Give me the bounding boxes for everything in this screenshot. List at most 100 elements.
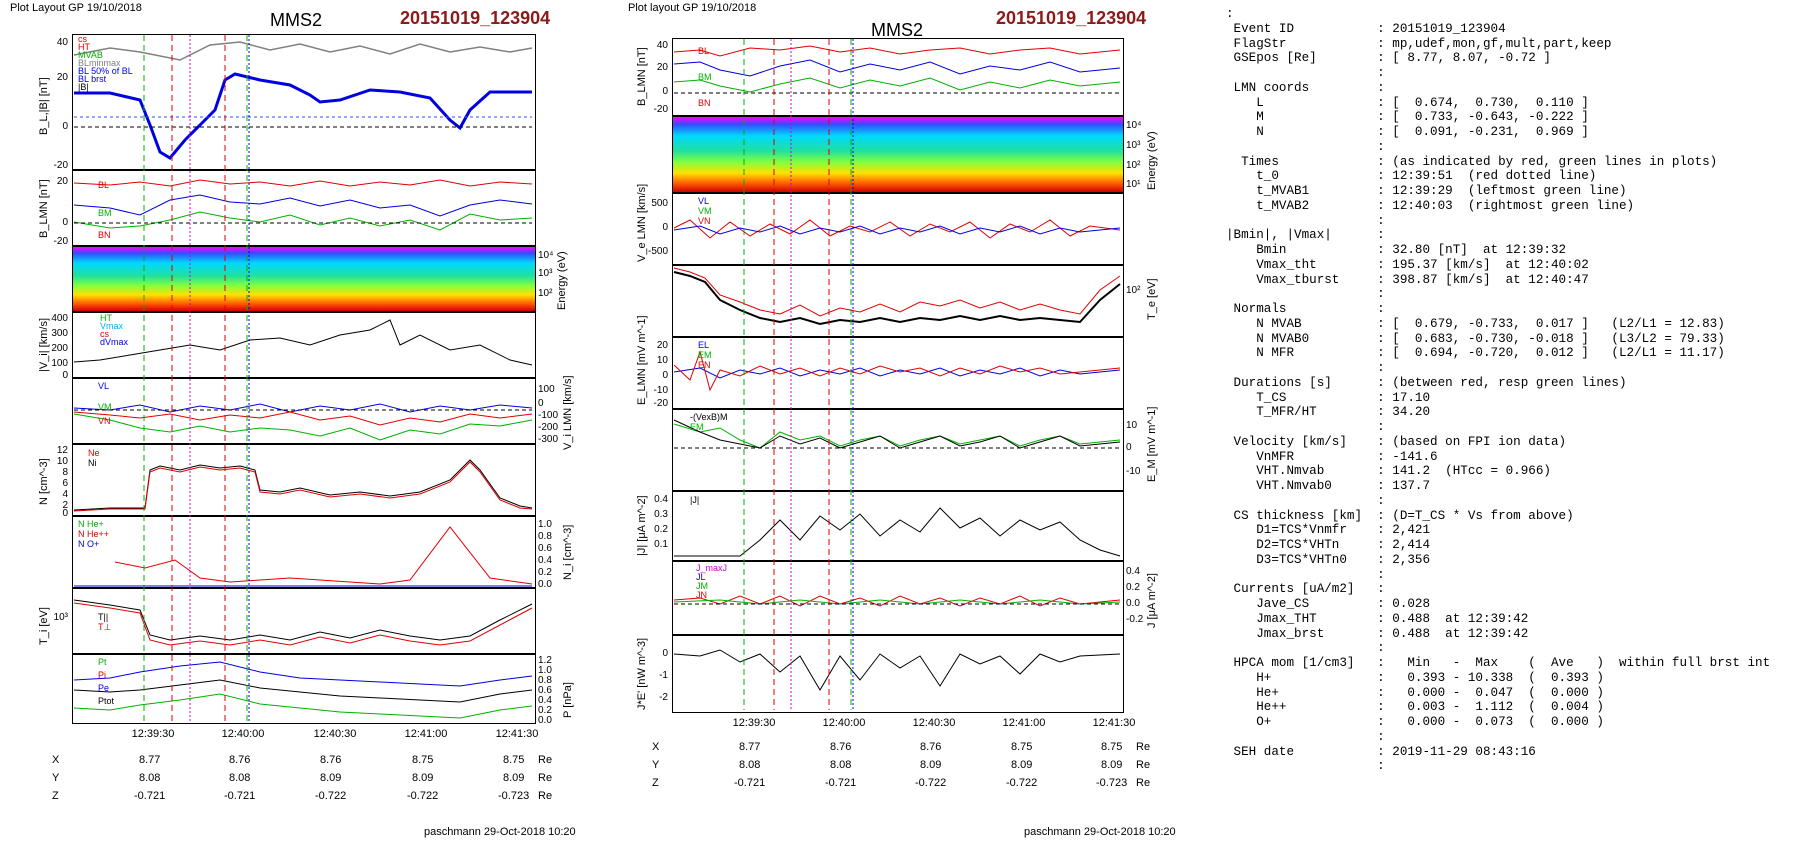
left-panel-ion-spectrogram	[72, 246, 536, 312]
mid-tick-b-0: 40	[656, 40, 668, 51]
mid-tick-je-2: -2	[659, 692, 668, 703]
left-legend-vlmn-2: VN	[98, 416, 111, 426]
mid-legend-b-0: BL	[698, 46, 710, 56]
left-time-2: 12:40:30	[313, 728, 357, 740]
mid-legend-ve-2: VN	[698, 216, 711, 226]
left-footer: paschmann 29-Oct-2018 10:20	[424, 826, 576, 838]
left-eph-z-3: -0.722	[407, 790, 439, 802]
info-line: :	[1226, 641, 1385, 656]
info-line: Jave_CS : 0.028	[1226, 597, 1431, 611]
mid-tick-em-2: -10	[1126, 466, 1141, 477]
left-legend-ni-2: N O+	[78, 539, 100, 549]
left-legend-p-3: Ptot	[98, 696, 115, 706]
mid-panel-em	[672, 409, 1124, 491]
left-tick-n-1: 10	[56, 456, 68, 467]
left-tick-vlmn-2: -100	[538, 410, 559, 421]
mid-tick-j-2: 0.2	[654, 524, 668, 535]
left-tick-blmn-2: -20	[53, 236, 68, 247]
info-line: Jmax_THT : 0.488 at 12:39:42	[1226, 611, 1529, 626]
left-tick-v-4: 0	[62, 370, 68, 381]
mid-eph-y-4: 8.09	[1101, 759, 1123, 771]
info-line: LMN coords :	[1226, 80, 1385, 95]
left-legend-p-0: Pt	[98, 657, 107, 667]
info-line: :	[1226, 567, 1385, 582]
left-legend-b-0: cs	[78, 34, 87, 44]
info-line: :	[1226, 361, 1385, 375]
left-tick-blmn-1: 0	[62, 217, 68, 228]
mid-eph-z-1: -0.721	[825, 777, 857, 789]
left-tick-e-0: 10⁴	[538, 250, 554, 261]
mid-eph-z-label: Z	[652, 777, 659, 789]
left-legend-blmn-0: BL	[98, 180, 110, 190]
left-legend-b-6: |B|	[78, 82, 89, 92]
info-line: :	[1226, 759, 1385, 774]
mid-eph-x-0: 8.77	[739, 741, 761, 753]
left-eph-y-4: 8.09	[503, 772, 525, 784]
info-line: VnMFR : -141.6	[1226, 449, 1438, 464]
left-tick-p-3: 0.6	[538, 685, 552, 696]
left-panel-ni	[72, 516, 536, 588]
left-tick-vlmn-3: -200	[538, 422, 559, 433]
mid-legend-jlmn-2: JM	[696, 581, 708, 591]
mid-tick-em-0: 10	[1126, 420, 1138, 431]
left-legend-b-1: HT	[78, 42, 90, 52]
left-eph-z-unit: Re	[538, 790, 553, 802]
mid-time-4: 12:41:30	[1092, 717, 1136, 729]
left-panel-vi	[72, 312, 536, 378]
info-line: H+ : 0.393 - 10.338 ( 0.393 )	[1226, 670, 1604, 685]
mid-eph-z-4: -0.723	[1096, 777, 1128, 789]
info-line: He+ : 0.000 - 0.047 ( 0.000 )	[1226, 685, 1604, 700]
left-event-title: 20151019_123904	[400, 8, 551, 28]
mid-time-0: 12:39:30	[732, 717, 776, 729]
mid-event-title: 20151019_123904	[996, 8, 1147, 28]
info-line: t_0 : 12:39:51 (red dotted line)	[1226, 169, 1597, 184]
left-tick-vlmn-1: 0	[538, 398, 544, 409]
mid-ylabel-jlmn: J [μA m^-2]	[1146, 573, 1158, 628]
left-eph-x-unit: Re	[538, 754, 553, 766]
left-eph-z-0: -0.721	[134, 790, 166, 802]
mid-eph-y-3: 8.09	[1011, 759, 1033, 771]
mid-legend-b-2: BN	[698, 98, 711, 108]
mid-legend-jlmn-1: JL	[696, 572, 706, 582]
mid-legend-em-0: -(VexB)M	[690, 412, 728, 422]
info-line: GSEpos [Re] : [ 8.77, 8.07, -0.72 ]	[1226, 51, 1551, 66]
info-line: Event ID : 20151019_123904	[1226, 21, 1506, 36]
mid-tick-e-3: 10¹	[1126, 179, 1141, 190]
left-tick-ni-2: 0.6	[538, 543, 552, 554]
left-time-4: 12:41:30	[495, 728, 539, 740]
left-legend-p-1: Pi	[98, 670, 107, 680]
mid-footer: paschmann 29-Oct-2018 10:20	[1024, 826, 1176, 838]
mid-time-2: 12:40:30	[912, 717, 956, 729]
mid-legend-ve-0: VL	[698, 196, 710, 206]
left-legend-b-5: BL brst	[78, 74, 107, 84]
left-tick-n-4: 4	[62, 489, 68, 500]
mid-panel-je	[672, 635, 1124, 713]
info-line: t_MVAB2 : 12:40:03 (rightmost green line…	[1226, 198, 1635, 213]
left-eph-z-label: Z	[52, 790, 59, 802]
left-tick-vlmn-4: -300	[538, 434, 559, 445]
mid-tick-jlmn-3: -0.2	[1126, 614, 1144, 625]
mid-panel-blmn	[672, 38, 1124, 116]
mid-eph-x-4: 8.75	[1101, 741, 1123, 753]
mid-eph-x-label: X	[652, 741, 660, 753]
mid-tick-ve-0: 500	[651, 198, 668, 209]
mid-legend-em-1: EM	[690, 422, 704, 432]
info-line: :	[1226, 66, 1385, 80]
left-eph-z-1: -0.721	[224, 790, 256, 802]
mid-tick-j-1: 0.3	[654, 509, 668, 520]
left-time-3: 12:41:00	[404, 728, 448, 740]
left-legend-b-3: BLminmax	[78, 58, 121, 68]
mid-legend-e-0: EL	[698, 340, 710, 350]
left-eph-x-0: 8.77	[139, 754, 161, 766]
mid-eph-y-0: 8.08	[739, 759, 761, 771]
mid-time-1: 12:40:00	[822, 717, 866, 729]
left-tick-p-0: 1.2	[538, 655, 552, 666]
mid-tick-jlmn-1: 0.2	[1126, 582, 1140, 593]
info-line: N : [ 0.091, -0.231, 0.969 ]	[1226, 125, 1589, 139]
info-line: SEH date : 2019-11-29 08:43:16	[1226, 744, 1536, 759]
left-tick-n-2: 8	[62, 467, 68, 478]
info-line: Currents [uA/m2] :	[1226, 582, 1385, 597]
left-eph-y-0: 8.08	[139, 772, 161, 784]
left-eph-y-2: 8.09	[320, 772, 342, 784]
